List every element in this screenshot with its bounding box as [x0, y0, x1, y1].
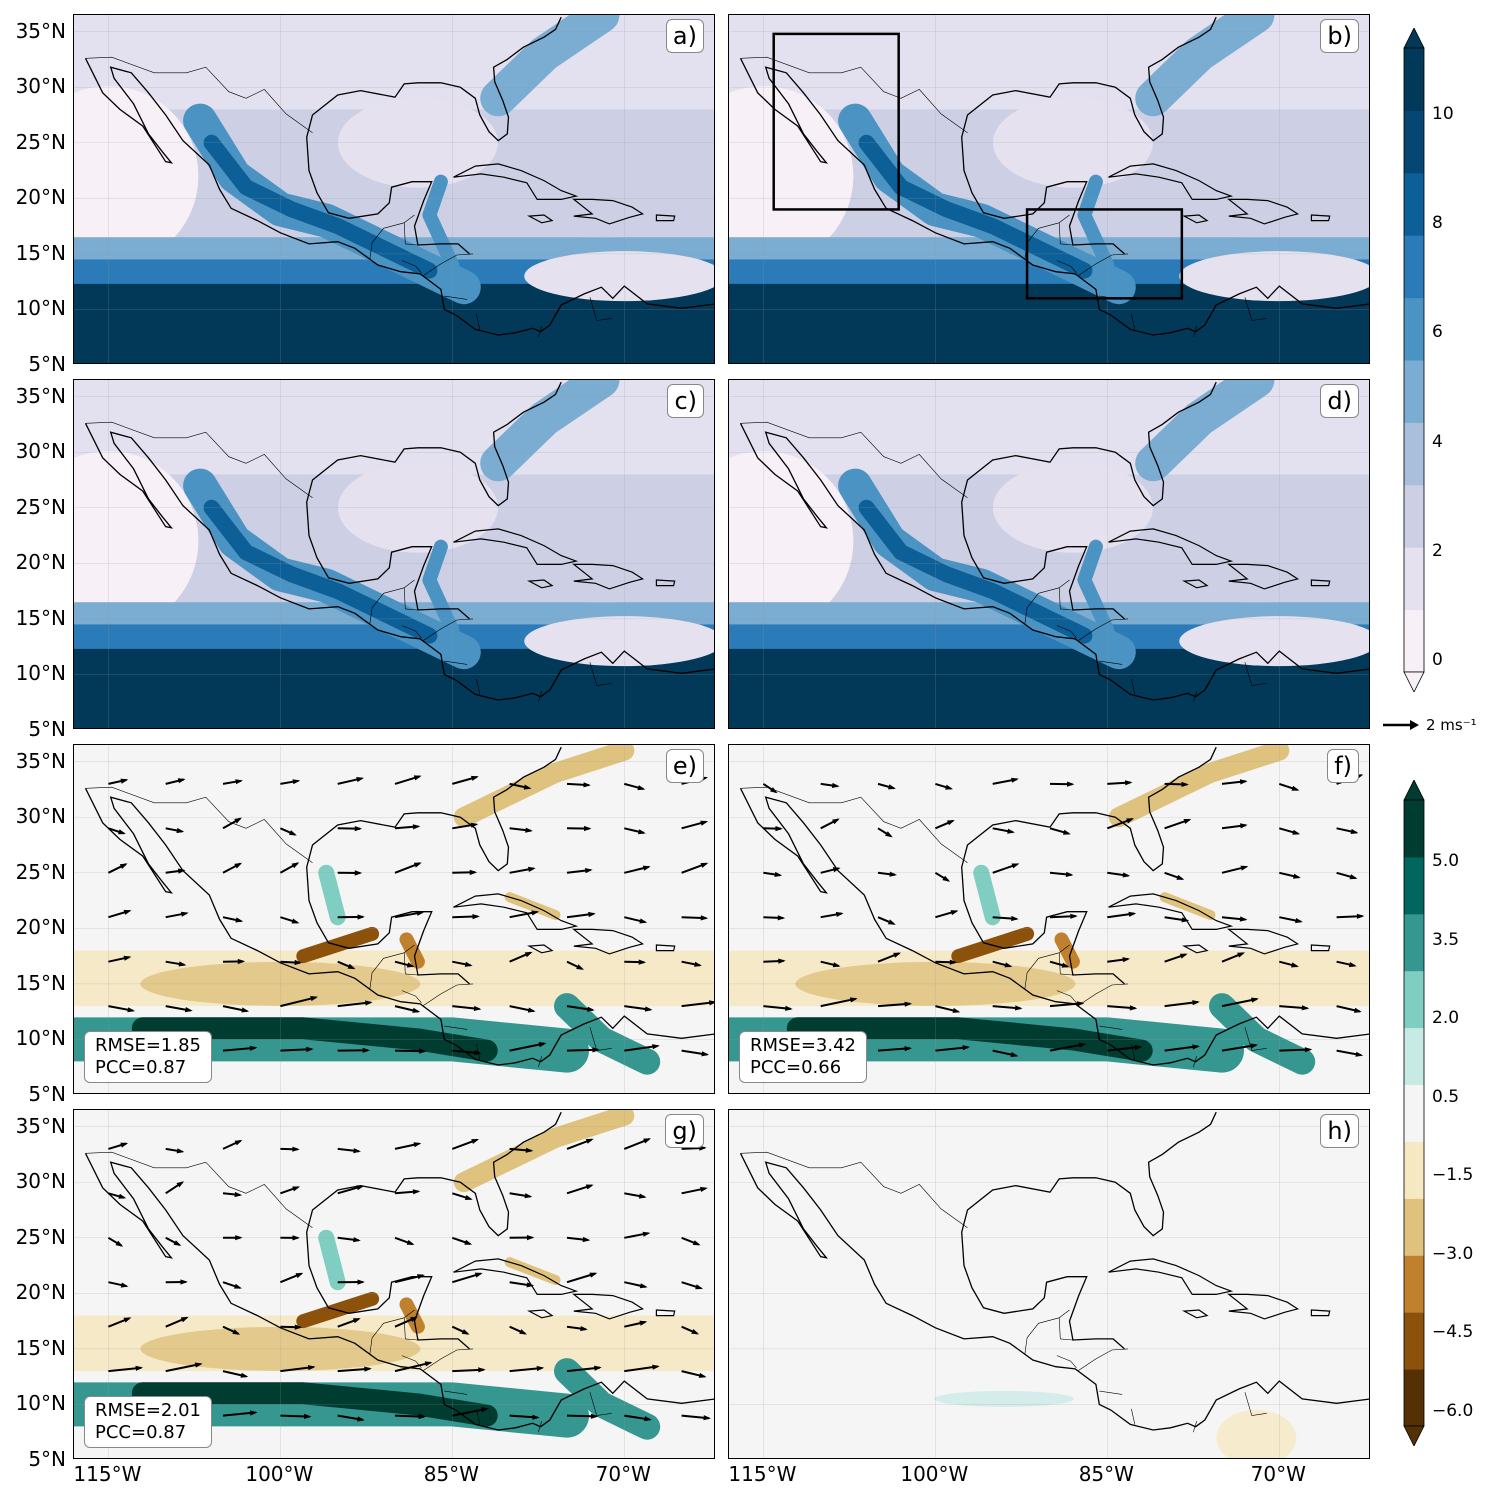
map-panel-b: b): [728, 14, 1370, 364]
colorbar-tick-label: 0.5: [1432, 1086, 1460, 1107]
longitude-label: 70°W: [1250, 1462, 1306, 1486]
latitude-label: 30°N: [15, 804, 66, 829]
map-panel-h: h): [728, 1109, 1370, 1459]
map-field: [729, 1110, 1369, 1458]
latitude-label: 30°N: [15, 74, 66, 99]
panel-label-b: b): [1320, 19, 1359, 53]
panel-label-c: c): [667, 384, 704, 418]
reference-arrow-icon: [1383, 720, 1419, 730]
latitude-label: 35°N: [15, 383, 66, 408]
colorbar-tick-label: −1.5: [1432, 1165, 1474, 1186]
central-america-box: [1025, 208, 1184, 300]
latitude-label: 15°N: [15, 605, 66, 630]
stats-box-f: RMSE=3.42 PCC=0.66: [739, 1031, 867, 1083]
pcc-value: PCC=0.87: [95, 1057, 187, 1078]
latitude-label: 35°N: [15, 748, 66, 773]
map-panel-d: d): [728, 379, 1370, 729]
latitude-label: 15°N: [15, 240, 66, 265]
latitude-label: 5°N: [28, 352, 66, 376]
latitude-label: 20°N: [15, 1280, 66, 1305]
colorbar-tick-label: 8: [1432, 213, 1443, 234]
colorbar-tick-label: 3.5: [1432, 929, 1460, 950]
map-panel-g: g) RMSE=2.01 PCC=0.87: [73, 1109, 715, 1459]
stats-box-g: RMSE=2.01 PCC=0.87: [84, 1396, 212, 1448]
latitude-label: 25°N: [15, 1224, 66, 1249]
colorbar-tick-label: 2: [1432, 540, 1443, 561]
latitude-label: 25°N: [15, 129, 66, 154]
colorbar-tick-label: −4.5: [1432, 1322, 1474, 1343]
panel-label-f: f): [1327, 749, 1359, 783]
latitude-label: 15°N: [15, 970, 66, 995]
latitude-label: 5°N: [28, 1447, 66, 1471]
longitude-label: 85°W: [423, 1462, 479, 1486]
latitude-label: 20°N: [15, 915, 66, 940]
latitude-label: 15°N: [15, 1335, 66, 1360]
longitude-label: 100°W: [900, 1462, 969, 1486]
panel-label-h: h): [1320, 1114, 1359, 1148]
map-field: [74, 15, 714, 363]
latitude-label: 10°N: [15, 296, 66, 321]
map-panel-f: f) RMSE=3.42 PCC=0.66: [728, 744, 1370, 1094]
map-field: [74, 745, 714, 1093]
colorbar-tick-label: −3.0: [1432, 1243, 1474, 1264]
latitude-label: 10°N: [15, 1026, 66, 1051]
pcc-value: PCC=0.66: [750, 1057, 842, 1078]
panel-label-g: g): [665, 1114, 704, 1148]
colorbar-tick-label: 5.0: [1432, 851, 1460, 871]
longitude-label: 100°W: [245, 1462, 314, 1486]
latitude-label: 10°N: [15, 661, 66, 686]
panel-label-e: e): [665, 749, 704, 783]
map-field: [729, 15, 1369, 363]
map-panel-a: a): [73, 14, 715, 364]
map-panel-c: c): [73, 379, 715, 729]
vector-reference-label: 2 ms⁻¹: [1426, 716, 1477, 734]
latitude-label: 35°N: [15, 1113, 66, 1138]
stats-box-e: RMSE=1.85 PCC=0.87: [84, 1031, 212, 1083]
map-field: [74, 380, 714, 728]
latitude-label: 25°N: [15, 494, 66, 519]
longitude-label: 85°W: [1078, 1462, 1134, 1486]
precip-colorbar: [1403, 28, 1425, 692]
colorbar-tick-label: 0: [1432, 650, 1443, 670]
panel-label-a: a): [665, 19, 704, 53]
northwest-mexico-box: [772, 32, 900, 211]
rmse-value: RMSE=2.01: [95, 1400, 201, 1421]
latitude-label: 5°N: [28, 1082, 66, 1106]
rmse-value: RMSE=3.42: [750, 1035, 856, 1056]
colorbar-tick-label: −6.0: [1432, 1401, 1474, 1421]
panel-label-d: d): [1320, 384, 1359, 418]
vector-reference: 2 ms⁻¹: [1382, 716, 1477, 734]
latitude-label: 25°N: [15, 859, 66, 884]
map-field: [729, 380, 1369, 728]
latitude-label: 30°N: [15, 1169, 66, 1194]
latitude-label: 30°N: [15, 439, 66, 464]
pcc-value: PCC=0.87: [95, 1422, 187, 1443]
latitude-label: 5°N: [28, 717, 66, 741]
latitude-label: 20°N: [15, 550, 66, 575]
colorbar-tick-label: 2.0: [1432, 1008, 1460, 1029]
longitude-label: 70°W: [595, 1462, 651, 1486]
colorbar-tick-label: 10: [1432, 104, 1454, 124]
colorbar-tick-label: 6: [1432, 322, 1443, 343]
latitude-label: 20°N: [15, 185, 66, 210]
colorbar-tick-label: 4: [1432, 431, 1443, 452]
difference-colorbar: [1403, 780, 1425, 1446]
latitude-label: 35°N: [15, 18, 66, 43]
longitude-label: 115°W: [73, 1462, 142, 1486]
map-panel-e: e) RMSE=1.85 PCC=0.87: [73, 744, 715, 1094]
longitude-label: 115°W: [728, 1462, 797, 1486]
latitude-label: 10°N: [15, 1391, 66, 1416]
rmse-value: RMSE=1.85: [95, 1035, 201, 1056]
